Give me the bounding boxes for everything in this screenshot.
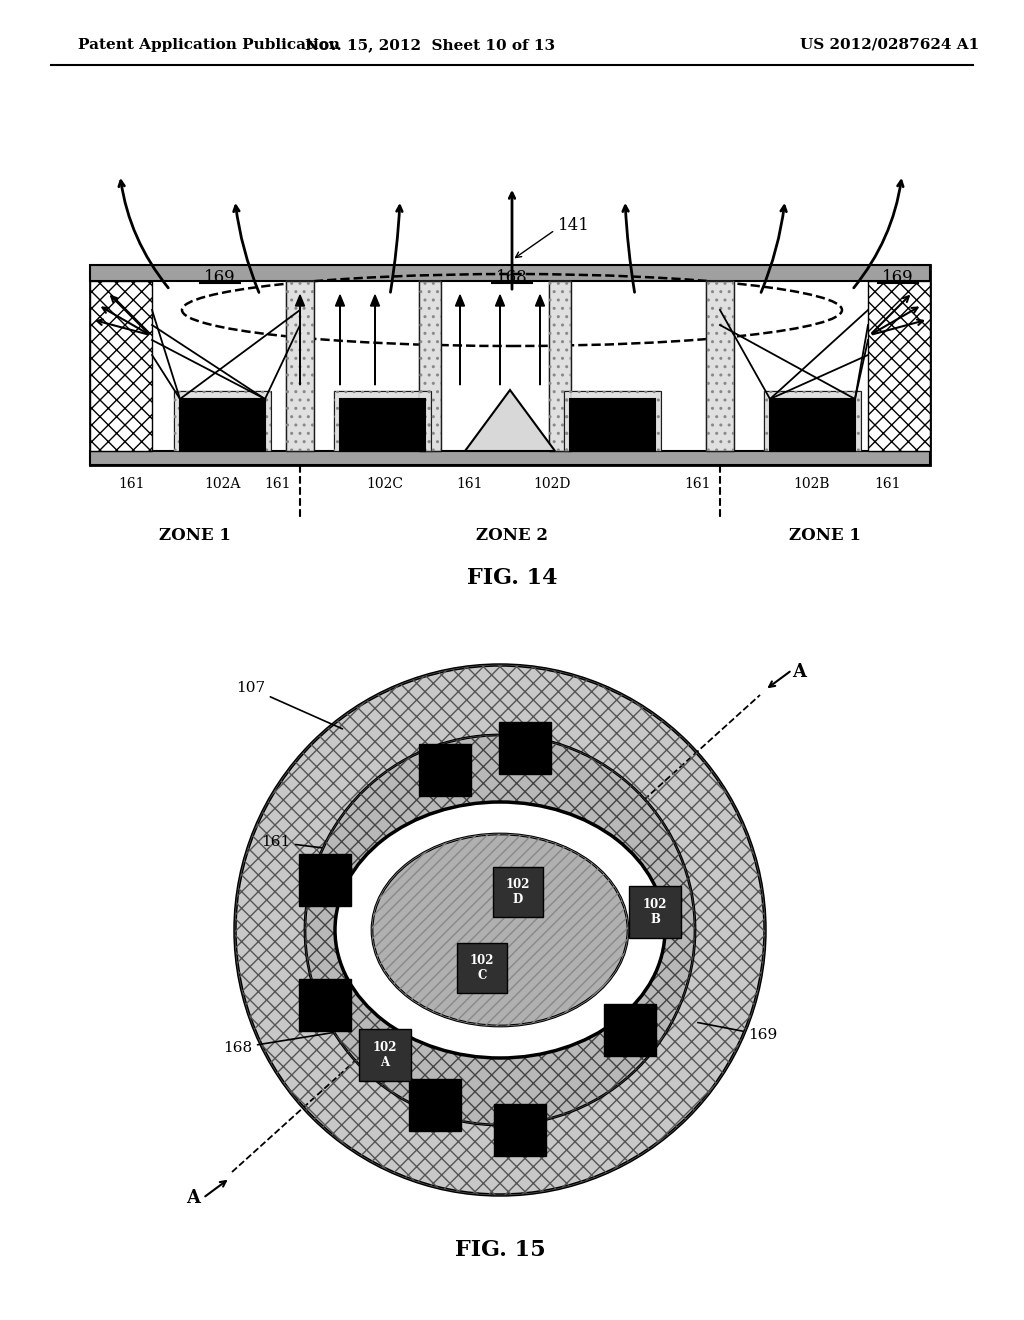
- Text: A: A: [792, 663, 806, 681]
- Bar: [419, 281, 441, 451]
- FancyArrow shape: [296, 294, 304, 385]
- FancyArrow shape: [371, 294, 380, 385]
- Bar: [570, 399, 655, 451]
- Text: ZONE 1: ZONE 1: [790, 527, 861, 544]
- Text: 102
B: 102 B: [643, 898, 668, 927]
- FancyArrow shape: [536, 294, 545, 385]
- Text: 102C: 102C: [367, 477, 403, 491]
- Text: 102D: 102D: [534, 477, 570, 491]
- Bar: [493, 867, 543, 917]
- Text: 168: 168: [223, 1026, 377, 1055]
- FancyArrow shape: [336, 294, 344, 385]
- Polygon shape: [465, 389, 555, 451]
- Text: 102
D: 102 D: [506, 878, 530, 906]
- Text: 169: 169: [204, 268, 236, 285]
- Bar: [868, 281, 930, 451]
- Text: 102
C: 102 C: [470, 954, 495, 982]
- Bar: [174, 391, 271, 451]
- Bar: [494, 1104, 546, 1156]
- Text: 169: 169: [883, 268, 913, 285]
- FancyArrow shape: [456, 294, 465, 385]
- Circle shape: [305, 735, 695, 1125]
- Bar: [359, 1030, 411, 1081]
- Bar: [419, 281, 441, 451]
- Bar: [409, 1078, 461, 1131]
- Bar: [764, 391, 861, 451]
- Text: 102A: 102A: [204, 477, 241, 491]
- Bar: [457, 942, 507, 993]
- Ellipse shape: [372, 834, 628, 1026]
- Bar: [340, 399, 425, 451]
- Bar: [629, 886, 681, 939]
- Text: 161: 161: [261, 836, 376, 857]
- Text: 169: 169: [697, 1023, 777, 1041]
- Bar: [90, 265, 930, 281]
- Text: 161: 161: [874, 477, 901, 491]
- Text: ZONE 2: ZONE 2: [476, 527, 548, 544]
- Bar: [180, 399, 265, 451]
- Bar: [604, 1005, 656, 1056]
- Text: 161: 161: [457, 477, 483, 491]
- Bar: [90, 281, 152, 451]
- Bar: [564, 391, 662, 451]
- Text: 161: 161: [119, 477, 145, 491]
- Text: 102B: 102B: [794, 477, 830, 491]
- Text: US 2012/0287624 A1: US 2012/0287624 A1: [801, 38, 980, 51]
- Bar: [770, 399, 855, 451]
- Ellipse shape: [335, 803, 665, 1059]
- Bar: [286, 281, 314, 451]
- Bar: [90, 265, 930, 465]
- Text: 168: 168: [496, 268, 528, 285]
- Bar: [334, 391, 431, 451]
- Text: 161: 161: [685, 477, 712, 491]
- Text: 107: 107: [236, 681, 342, 729]
- Text: Patent Application Publication: Patent Application Publication: [78, 38, 340, 51]
- Text: ZONE 1: ZONE 1: [159, 527, 231, 544]
- Bar: [286, 281, 314, 451]
- Text: 141: 141: [558, 216, 590, 234]
- Text: 161: 161: [265, 477, 291, 491]
- FancyArrow shape: [496, 294, 505, 385]
- Bar: [299, 854, 351, 906]
- Text: FIG. 14: FIG. 14: [467, 568, 557, 589]
- Bar: [174, 391, 271, 451]
- Bar: [334, 391, 431, 451]
- Text: FIG. 15: FIG. 15: [455, 1239, 546, 1261]
- Bar: [299, 979, 351, 1031]
- Text: A: A: [186, 1189, 200, 1206]
- Bar: [549, 281, 571, 451]
- Bar: [764, 391, 861, 451]
- Text: Nov. 15, 2012  Sheet 10 of 13: Nov. 15, 2012 Sheet 10 of 13: [305, 38, 555, 51]
- Bar: [90, 451, 930, 465]
- Bar: [564, 391, 662, 451]
- Bar: [90, 281, 152, 451]
- Bar: [868, 281, 930, 451]
- Text: 102
A: 102 A: [373, 1041, 397, 1069]
- Bar: [549, 281, 571, 451]
- Bar: [499, 722, 551, 774]
- Bar: [706, 281, 734, 451]
- Bar: [419, 744, 471, 796]
- Bar: [706, 281, 734, 451]
- Circle shape: [234, 665, 765, 1195]
